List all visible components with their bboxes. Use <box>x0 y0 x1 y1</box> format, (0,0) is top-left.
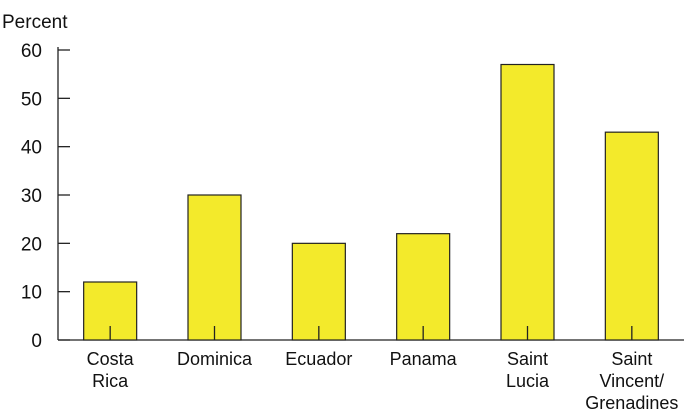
x-tick-label-line: Lucia <box>506 371 550 391</box>
x-tick-label-line: Vincent/ <box>599 371 664 391</box>
bar <box>291 242 346 341</box>
x-tick-label-line: Panama <box>390 349 458 369</box>
x-tick-label: Panama <box>390 349 458 369</box>
y-tick-label: 0 <box>31 331 42 352</box>
x-tick-label: Dominica <box>177 349 253 369</box>
y-tick-label: 10 <box>21 283 42 304</box>
y-tick-label: 40 <box>21 138 42 159</box>
bar <box>604 131 659 341</box>
x-tick-label-line: Grenadines <box>585 393 678 413</box>
x-tick-label-line: Ecuador <box>285 349 352 369</box>
y-axis-label: Percent <box>2 12 68 33</box>
bar <box>500 63 555 341</box>
bar <box>187 194 242 341</box>
x-tick-label-line: Dominica <box>177 349 253 369</box>
y-tick-label: 30 <box>21 186 42 207</box>
x-tick-label-line: Saint <box>507 349 548 369</box>
x-tick-label: Saint Vincent/Grenadines <box>585 349 678 413</box>
x-tick-label: Ecuador <box>285 349 352 369</box>
bar <box>396 233 451 341</box>
x-tick-label-line: Rica <box>92 371 129 391</box>
y-tick-label: 20 <box>21 234 42 255</box>
y-tick-label: 60 <box>21 41 42 62</box>
y-axis-ticks: 0 10 20 30 40 50 60 <box>21 41 70 352</box>
bars-group <box>83 63 659 341</box>
x-tick-label-line: Saint <box>611 349 652 369</box>
x-tick-label: Saint Lucia <box>506 349 550 391</box>
y-tick-label: 50 <box>21 89 42 110</box>
x-tick-label-line: Costa <box>87 349 135 369</box>
x-tick-label: Costa Rica <box>87 349 135 391</box>
